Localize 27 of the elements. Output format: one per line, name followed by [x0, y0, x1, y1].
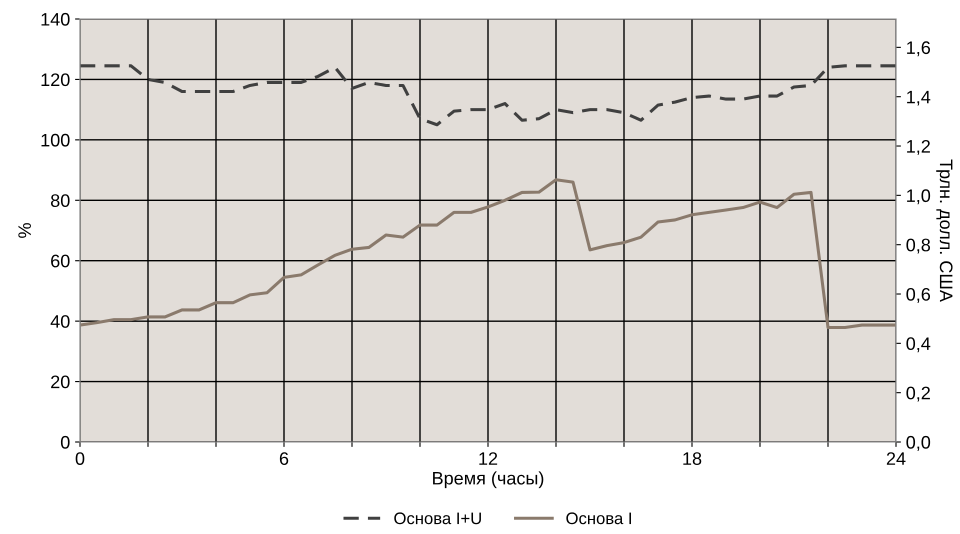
x-tick-label: 6 — [280, 452, 288, 465]
y2-axis-title: Трлн. долл. США — [936, 159, 953, 302]
y-tick-label: 80 — [50, 194, 70, 208]
x-tick-label: 12 — [479, 452, 498, 465]
y2-tick-label: 1,6 — [907, 41, 930, 56]
y-tick-label: 40 — [50, 315, 70, 328]
y-axis-title: % — [18, 223, 31, 238]
y2-tick-label: 0,6 — [906, 288, 930, 303]
y-tick-label: 0 — [60, 436, 70, 449]
x-axis-title: Время (часы) — [433, 471, 544, 488]
y2-tick-label: 1,4 — [907, 90, 930, 106]
x-tick-label: 0 — [76, 452, 84, 465]
y-tick-label: 60 — [51, 254, 70, 268]
y2-tick-label: 1,0 — [907, 189, 930, 204]
x-tick-label: 24 — [886, 452, 906, 465]
x-tick-label: 18 — [683, 452, 702, 465]
legend-label: Основа I — [566, 512, 631, 524]
y-tick-label: 140 — [42, 12, 70, 26]
y2-tick-label: 0,2 — [906, 386, 930, 402]
y2-tick-label: 0,4 — [906, 337, 930, 352]
y-tick-label: 20 — [51, 376, 70, 388]
y2-tick-label: 1,2 — [907, 140, 930, 155]
y2-tick-label: 0,8 — [906, 238, 930, 254]
y-tick-label: 120 — [42, 73, 70, 86]
y-tick-label: 100 — [42, 134, 70, 147]
legend-label: Основа I+U — [394, 512, 481, 524]
y2-tick-label: 0,0 — [906, 436, 930, 451]
